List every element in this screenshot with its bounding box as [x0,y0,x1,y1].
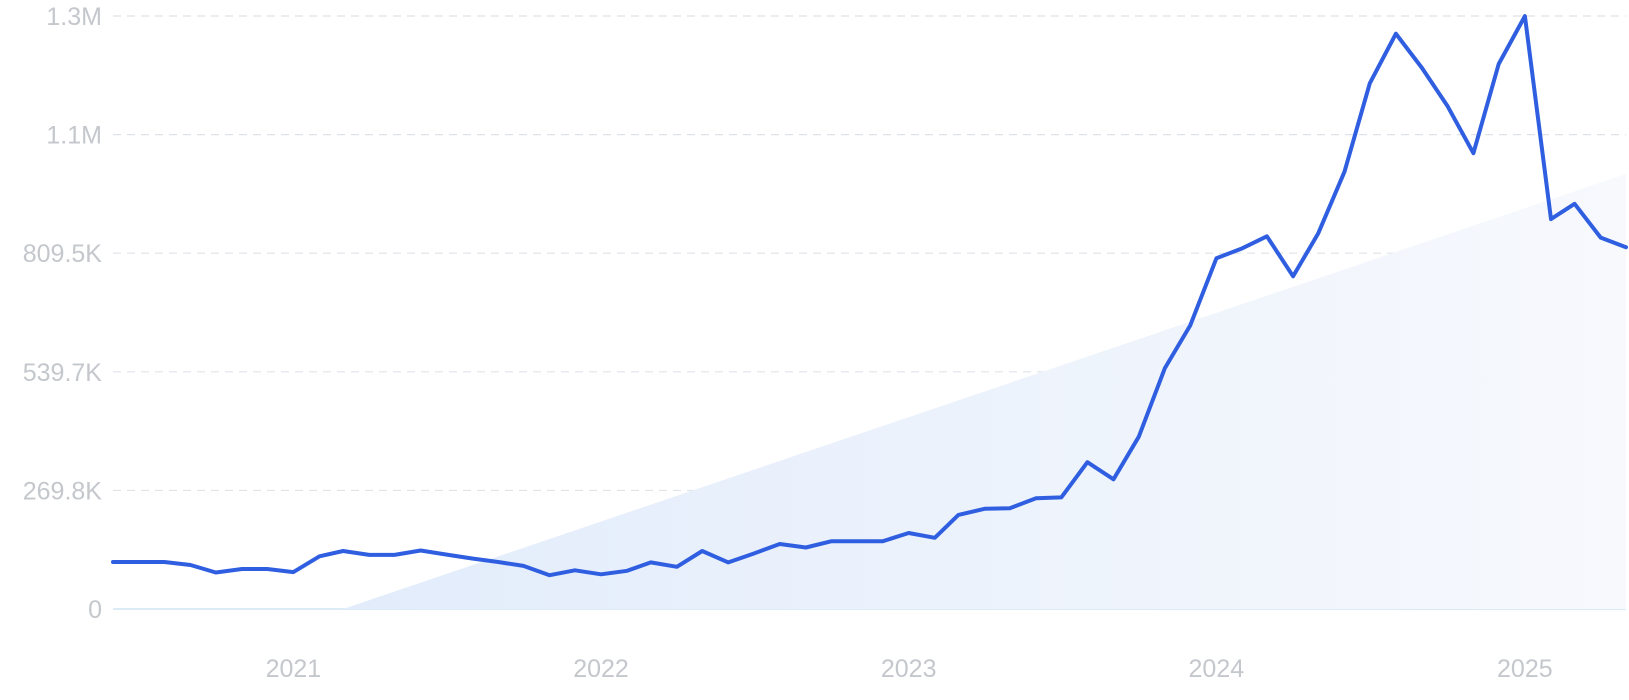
x-tick-label: 2024 [1189,655,1245,683]
y-tick-label: 0 [88,596,102,624]
x-tick-label: 2021 [266,655,322,683]
y-tick-label: 269.8K [23,477,103,505]
x-tick-label: 2025 [1497,655,1553,683]
y-tick-label: 1.1M [46,122,102,150]
y-tick-label: 809.5K [23,240,103,268]
y-tick-label: 539.7K [23,359,103,387]
series-layer [111,14,1628,578]
y-tick-label: 1.3M [46,3,102,31]
y-axis: 0 269.8K 539.7K 809.5K 1.1M 1.3M [23,3,103,624]
trend-fill-layer [343,173,1627,609]
series-line [111,14,1628,578]
x-tick-label: 2023 [881,655,937,683]
trend-area [343,173,1627,609]
x-axis: 2021 2022 2023 2024 2025 [266,655,1553,683]
x-tick-label: 2022 [573,655,629,683]
